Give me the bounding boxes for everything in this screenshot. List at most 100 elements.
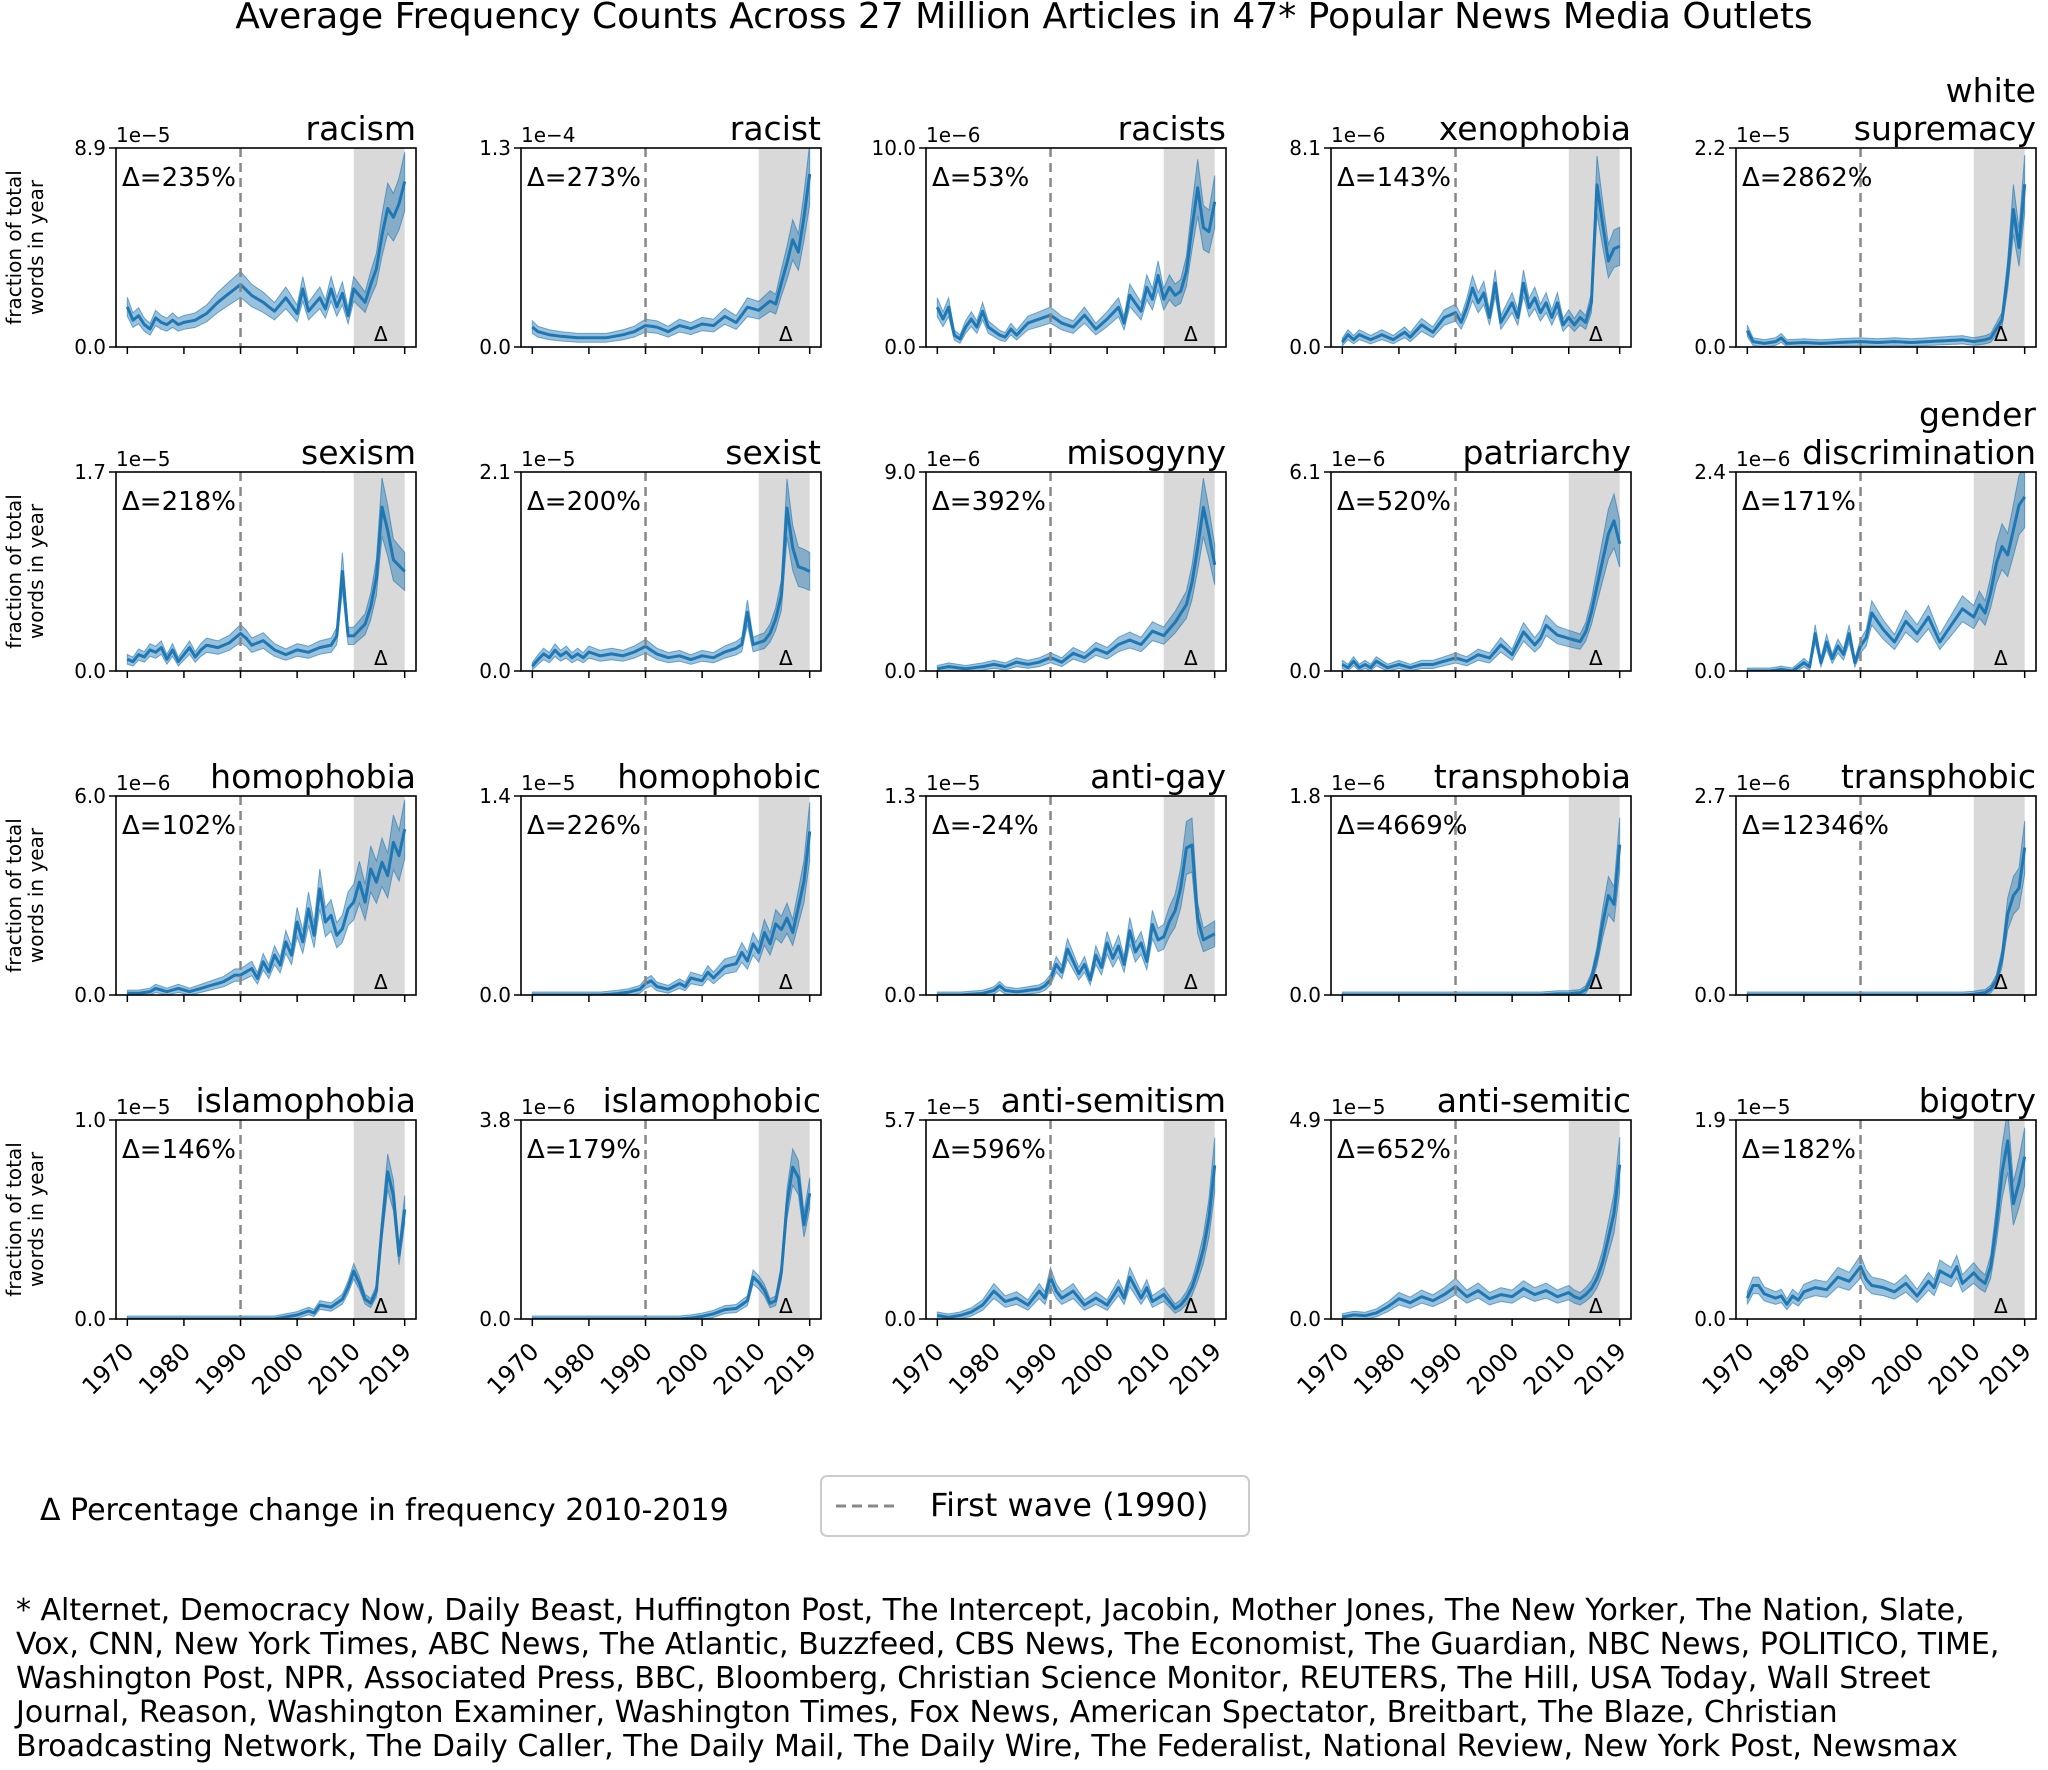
y-tick-label: 1.9 [1694, 1108, 1726, 1132]
panel-title: islamophobic [603, 1081, 821, 1120]
x-tick-label: 1990 [1000, 1337, 1063, 1400]
series-line [937, 505, 1217, 671]
y-axis-label: fraction of totalwords in year [2, 170, 48, 325]
delta-marker: Δ [1589, 322, 1603, 346]
panel-title: bigotry [1919, 1081, 2036, 1120]
y-tick-label: 0.0 [884, 335, 916, 359]
x-tick-label: 2019 [1974, 1337, 2037, 1400]
x-tick-label: 2000 [1866, 1337, 1929, 1400]
y-tick-label: 0.0 [884, 1307, 916, 1331]
y-tick-label: 1.7 [74, 460, 106, 484]
panel-title: xenophobia [1439, 109, 1631, 148]
y-tick-label: 1.3 [479, 136, 511, 160]
delta-label: Δ=218% [122, 487, 236, 517]
confidence-band [1341, 1136, 1621, 1319]
panel-transphobic: 2.7 0.0 1e−6 transphobic Δ=12346% Δ [1694, 757, 2037, 1007]
y-exponent: 1e−6 [1331, 447, 1386, 471]
series-line [127, 1170, 407, 1319]
x-tick-label: 2019 [1569, 1337, 1632, 1400]
y-tick-label: 3.8 [479, 1108, 511, 1132]
panel-title: homophobia [210, 757, 416, 796]
y-tick-label: 6.0 [74, 784, 106, 808]
panel-title: racist [730, 109, 821, 148]
axes-frame [1735, 1119, 2037, 1320]
delta-marker: Δ [374, 1294, 388, 1318]
axes-frame [520, 147, 822, 348]
x-tick-label: 1990 [190, 1337, 253, 1400]
delta-label: Δ=2862% [1742, 163, 1872, 193]
axes-frame [1330, 1119, 1632, 1320]
axes-frame [925, 1119, 1227, 1320]
y-tick-label: 5.7 [884, 1108, 916, 1132]
axes-frame [1735, 795, 2037, 996]
y-tick-label: 0.0 [479, 1307, 511, 1331]
axes-frame [520, 1119, 822, 1320]
x-tick-label: 2010 [708, 1337, 771, 1400]
delta-shade [1973, 472, 2025, 671]
y-tick-label: 1.3 [884, 784, 916, 808]
y-exponent: 1e−6 [1736, 447, 1791, 471]
panel-title: anti-semitism [1001, 1081, 1226, 1120]
delta-marker: Δ [374, 970, 388, 994]
delta-label: Δ=392% [932, 487, 1046, 517]
y-axis-label: fraction of totalwords in year [2, 818, 48, 973]
panel-title: gender [1919, 395, 2036, 434]
x-tick-label: 1970 [77, 1337, 140, 1400]
x-tick-label: 2010 [1113, 1337, 1176, 1400]
y-tick-label: 0.0 [1694, 335, 1726, 359]
y-axis-label: fraction of totalwords in year [2, 494, 48, 649]
delta-marker: Δ [1994, 970, 2008, 994]
series-line [125, 181, 407, 331]
x-tick-label: 2000 [651, 1337, 714, 1400]
panel-title: anti-semitic [1437, 1081, 1631, 1120]
y-exponent: 1e−6 [521, 1095, 576, 1119]
confidence-band [126, 799, 406, 995]
panel-racists: 10.0 0.0 1e−6 racists Δ=53% Δ [871, 109, 1227, 359]
y-tick-label: 2.2 [1694, 136, 1726, 160]
series-line [1341, 519, 1622, 670]
y-exponent: 1e−6 [926, 123, 981, 147]
delta-shade [1163, 472, 1215, 671]
panel-title: patriarchy [1463, 433, 1632, 472]
figure-title: Average Frequency Counts Across 27 Milli… [235, 0, 1812, 37]
x-tick-label: 1980 [133, 1337, 196, 1400]
confidence-band [531, 148, 811, 343]
panel-title: white [1946, 71, 2036, 110]
y-tick-label: 0.0 [74, 983, 106, 1007]
y-tick-label: 0.0 [1289, 983, 1321, 1007]
x-tick-label: 1970 [1292, 1337, 1355, 1400]
y-tick-label: 8.1 [1289, 136, 1321, 160]
delta-marker: Δ [1589, 1294, 1603, 1318]
axes-frame [925, 471, 1227, 672]
axes-frame [1330, 471, 1632, 672]
delta-label: Δ=596% [932, 1135, 1046, 1165]
series-line [127, 828, 407, 995]
panel-title: transphobic [1841, 757, 2036, 796]
axes-frame [925, 147, 1227, 348]
delta-marker: Δ [374, 322, 388, 346]
series-line [1342, 844, 1622, 995]
confidence-band [531, 478, 811, 671]
y-tick-label: 0.0 [74, 659, 106, 683]
x-tick-label: 2000 [246, 1337, 309, 1400]
axes-frame [115, 147, 417, 348]
y-exponent: 1e−6 [1331, 123, 1386, 147]
y-tick-label: 0.0 [1694, 983, 1726, 1007]
panel-homophobic: 1.4 0.0 1e−5 homophobic Δ=226% Δ [479, 757, 822, 1007]
panel-racist: 1.3 0.0 1e−4 racist Δ=273% Δ [479, 109, 822, 359]
panel-misogyny: 9.0 0.0 1e−6 misogyny Δ=392% Δ [884, 433, 1227, 683]
y-exponent: 1e−5 [116, 447, 171, 471]
panel-sexist: 2.1 0.0 1e−5 sexist Δ=200% Δ [479, 433, 822, 683]
x-tick-label: 2010 [1923, 1337, 1986, 1400]
legend: Δ Percentage change in frequency 2010-20… [40, 1475, 1250, 1537]
delta-label: Δ=520% [1337, 487, 1451, 517]
x-tick-label: 1970 [1697, 1337, 1760, 1400]
x-tick-label: 2010 [303, 1337, 366, 1400]
delta-shade [1568, 472, 1620, 671]
axes-frame [520, 471, 822, 672]
delta-label: Δ=235% [122, 163, 236, 193]
x-tick-label: 1980 [943, 1337, 1006, 1400]
delta-label: Δ=273% [527, 163, 641, 193]
